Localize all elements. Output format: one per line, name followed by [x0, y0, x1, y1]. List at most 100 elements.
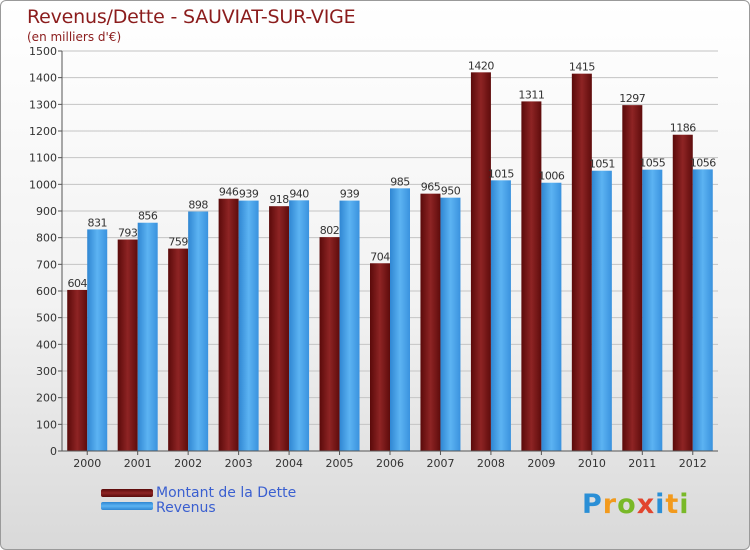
bar-debt: [168, 248, 189, 451]
data-label: 759: [168, 236, 188, 249]
y-tick-label: 100: [36, 418, 57, 431]
y-tick-label: 600: [36, 285, 57, 298]
chart-subtitle: (en milliers d'€): [27, 30, 122, 44]
data-label: 856: [138, 210, 158, 223]
x-tick-label: 2004: [275, 457, 303, 470]
bar-revenus: [188, 211, 209, 451]
data-label: 793: [118, 227, 138, 240]
legend-label-debt: Montant de la Dette: [156, 485, 297, 501]
bar-revenus: [137, 222, 158, 451]
bar-revenus: [339, 200, 360, 451]
logo-letter: r: [602, 489, 618, 520]
data-label: 1055: [639, 157, 665, 170]
data-label: 704: [370, 250, 390, 263]
y-tick-label: 700: [36, 258, 57, 271]
bar-debt: [420, 193, 441, 451]
legend-label-revenus: Revenus: [156, 500, 216, 516]
x-tick-label: 2000: [73, 457, 101, 470]
legend-swatch-debt: [101, 489, 153, 497]
x-tick-label: 2009: [527, 457, 555, 470]
bar-revenus: [289, 200, 310, 451]
x-tick-labels: 2000 2001 2002 2003 2004 2005 2006 2007 2008 2009…: [73, 451, 707, 470]
proxiti-logo: Proxiti: [582, 489, 690, 520]
logo-letter: t: [665, 489, 680, 520]
data-label: 1056: [690, 156, 716, 169]
bar-debt: [319, 237, 340, 451]
data-label: 1415: [569, 61, 595, 74]
data-label: 898: [188, 199, 208, 212]
x-tick-label: 2012: [679, 457, 707, 470]
data-label: 965: [421, 181, 441, 194]
x-tick-label: 2006: [376, 457, 404, 470]
data-label: 1051: [589, 158, 615, 171]
bar-debt: [571, 73, 592, 452]
bar-revenus: [87, 229, 108, 451]
y-tick-labels: 0 100 200 300 400 500 600 700 800 900 1000 1100 1200…: [29, 45, 62, 458]
logo-letter: i: [655, 489, 666, 520]
y-tick-label: 900: [36, 205, 57, 218]
data-label: 1420: [468, 59, 494, 72]
bar-debt: [269, 206, 290, 451]
x-tick-label: 2008: [477, 457, 505, 470]
y-tick-label: 1100: [29, 152, 57, 165]
y-tick-label: 1400: [29, 72, 57, 85]
x-tick-label: 2003: [225, 457, 253, 470]
bar-revenus: [238, 200, 259, 451]
y-tick-label: 300: [36, 365, 57, 378]
bar-revenus: [490, 180, 511, 452]
bar-debt: [672, 134, 693, 451]
bar-debt: [622, 105, 643, 451]
bar-debt: [67, 289, 88, 451]
bars: [67, 72, 713, 452]
bar-debt: [521, 101, 542, 452]
x-tick-label: 2010: [578, 457, 606, 470]
x-tick-label: 2011: [628, 457, 656, 470]
data-label: 1186: [670, 122, 696, 135]
x-tick-label: 2002: [174, 457, 202, 470]
logo-letter: P: [582, 489, 603, 520]
bar-debt: [117, 239, 138, 451]
data-label: 939: [239, 188, 259, 201]
bar-revenus: [642, 169, 663, 451]
bar-revenus: [591, 170, 612, 451]
bar-revenus: [390, 188, 410, 452]
data-label: 1297: [619, 92, 645, 105]
x-tick-label: 2007: [426, 457, 454, 470]
data-label: 950: [441, 185, 461, 198]
y-tick-label: 0: [50, 445, 57, 458]
data-label: 939: [340, 188, 360, 201]
bar-revenus: [692, 169, 713, 451]
data-label: 985: [390, 175, 410, 188]
y-tick-label: 1000: [29, 178, 57, 191]
y-tick-label: 500: [36, 312, 57, 325]
logo-letter: i: [679, 489, 690, 520]
chart-title: Revenus/Dette - SAUVIAT-SUR-VIGE: [27, 6, 356, 28]
x-tick-label: 2001: [124, 457, 152, 470]
y-tick-label: 200: [36, 392, 57, 405]
bar-revenus: [440, 197, 461, 451]
data-label: 1311: [518, 88, 544, 101]
y-tick-label: 1500: [29, 45, 57, 58]
data-label: 1015: [488, 167, 514, 180]
data-label: 831: [87, 216, 107, 229]
bar-revenus: [541, 182, 562, 451]
logo-letter: x: [636, 489, 656, 520]
y-tick-label: 1300: [29, 98, 57, 111]
y-tick-label: 800: [36, 232, 57, 245]
y-tick-label: 400: [36, 338, 57, 351]
data-label: 802: [320, 224, 340, 237]
x-tick-label: 2005: [326, 457, 354, 470]
legend-swatch-revenus: [101, 502, 153, 510]
y-tick-label: 1200: [29, 125, 57, 138]
data-label: 946: [219, 186, 239, 199]
bar-debt: [218, 198, 239, 451]
data-label: 604: [67, 277, 87, 290]
bar-debt: [370, 263, 390, 451]
data-label: 940: [289, 187, 309, 200]
data-label: 918: [269, 193, 289, 206]
data-label: 1006: [538, 170, 564, 183]
bar-debt: [470, 72, 491, 451]
